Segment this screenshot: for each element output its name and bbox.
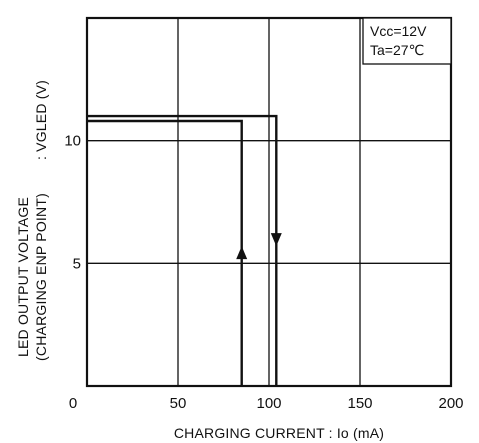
y-axis-title: LED OUTPUT VOLTAGE (CHARGING ENP POINT) … — [15, 80, 49, 361]
series-line-2 — [87, 119, 243, 386]
x-tick-label: 0 — [69, 395, 77, 412]
curves — [87, 114, 282, 386]
grid — [87, 18, 451, 386]
conditions-box-frame — [362, 17, 452, 65]
x-tick-label: 150 — [347, 395, 372, 412]
y-tick-label: 10 — [64, 133, 81, 150]
series-line-1 — [87, 114, 278, 386]
y-axis-title-line2: (CHARGING ENP POINT) — [33, 193, 49, 361]
condition-label: Vcc=12V — [370, 23, 427, 39]
y-axis-title-line1: LED OUTPUT VOLTAGE — [15, 197, 31, 357]
x-tick-label: 50 — [170, 395, 187, 412]
plot-frame — [85, 16, 453, 388]
y-tick-label: 5 — [73, 255, 81, 272]
tick-labels: 0 50 100 150 200 5 10 — [64, 133, 463, 412]
x-tick-label: 100 — [256, 395, 281, 412]
direction-arrow-down — [270, 233, 282, 247]
x-tick-label: 200 — [438, 395, 463, 412]
condition-label: Ta=27℃ — [370, 42, 424, 58]
y-axis-symbol: : VGLED (V) — [33, 80, 49, 160]
direction-arrow-up — [236, 246, 248, 260]
conditions-box: Vcc=12V Ta=27℃ — [362, 17, 452, 65]
x-axis-title: CHARGING CURRENT : Io (mA) — [174, 425, 384, 441]
